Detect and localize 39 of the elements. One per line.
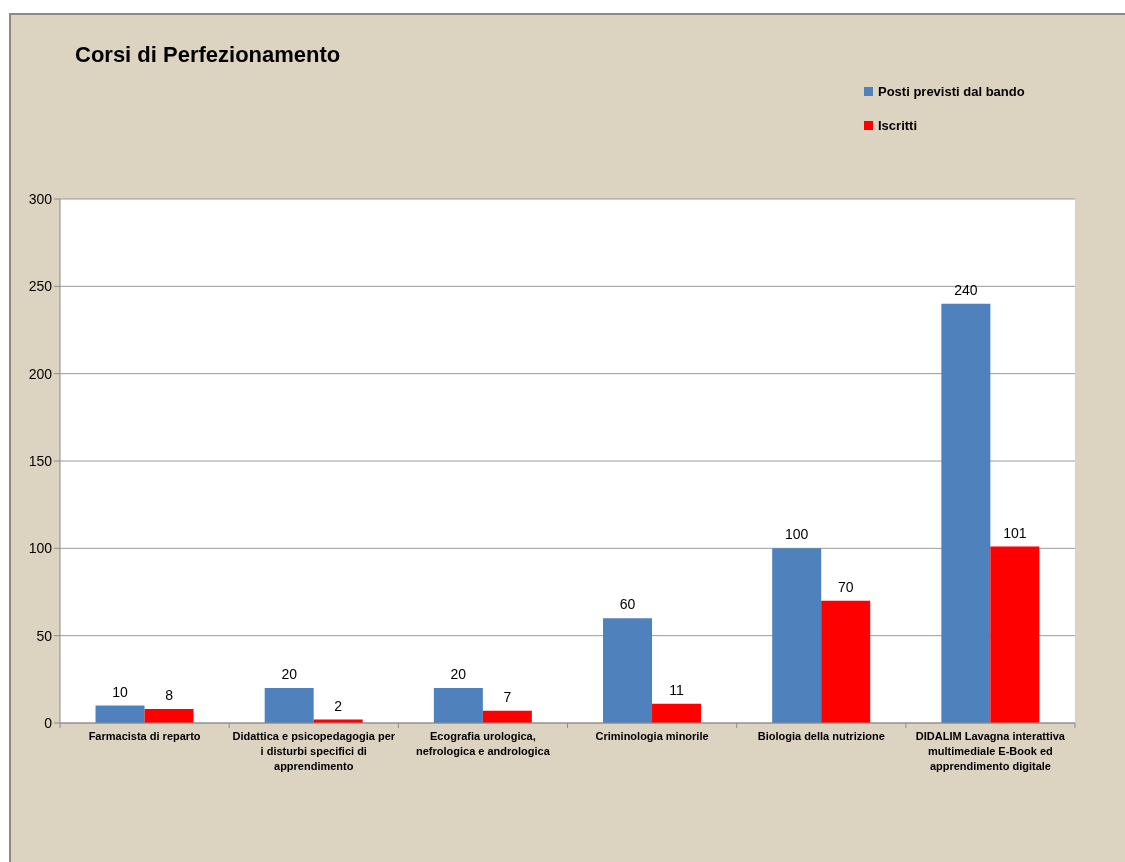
bar xyxy=(433,688,483,723)
y-tick-label: 250 xyxy=(28,278,53,295)
data-label: 11 xyxy=(669,681,684,698)
x-tick-label: Didattica e psicopedagogia per i disturbi specifici di apprendimento xyxy=(232,730,396,772)
bar xyxy=(144,709,194,723)
x-tick-label: Criminologia minorile xyxy=(595,730,709,742)
data-label: 10 xyxy=(112,683,129,700)
bar xyxy=(652,703,702,723)
y-tick-label: 100 xyxy=(28,540,53,557)
y-tick-label: 200 xyxy=(28,365,53,382)
data-label: 20 xyxy=(450,666,467,683)
y-tick-label: 50 xyxy=(36,627,53,644)
data-label: 8 xyxy=(165,687,174,704)
data-label: 20 xyxy=(281,666,298,683)
data-label: 7 xyxy=(503,688,512,705)
bar xyxy=(772,548,822,723)
bar xyxy=(603,618,653,723)
legend-label: Iscritti xyxy=(878,117,918,133)
y-tick-label: 0 xyxy=(44,714,53,731)
data-label: 100 xyxy=(785,526,809,543)
bar xyxy=(482,710,532,723)
x-tick-label: DIDALIM Lavagna interattiva multimediale E-Book ed apprendimento digitale xyxy=(915,730,1066,772)
bar xyxy=(95,705,145,723)
y-tick-label: 300 xyxy=(28,190,53,207)
data-label: 2 xyxy=(334,697,343,714)
data-label: 70 xyxy=(837,578,854,595)
x-tick-label: Farmacista di reparto xyxy=(88,730,201,742)
data-label: 240 xyxy=(954,281,978,298)
chart-title: Corsi di Perfezionamento xyxy=(75,42,341,68)
y-tick-label: 150 xyxy=(28,452,53,469)
legend-label: Posti previsti dal bando xyxy=(878,83,1025,99)
x-tick-label: Biologia della nutrizione xyxy=(757,730,885,742)
bar xyxy=(941,303,991,723)
x-tick-label: Ecografia urologica, nefrologica e andrologica xyxy=(415,730,551,757)
bar xyxy=(821,600,871,723)
data-label: 101 xyxy=(1003,524,1027,541)
bar xyxy=(264,688,314,723)
data-label: 60 xyxy=(619,596,636,613)
bar xyxy=(990,546,1040,723)
